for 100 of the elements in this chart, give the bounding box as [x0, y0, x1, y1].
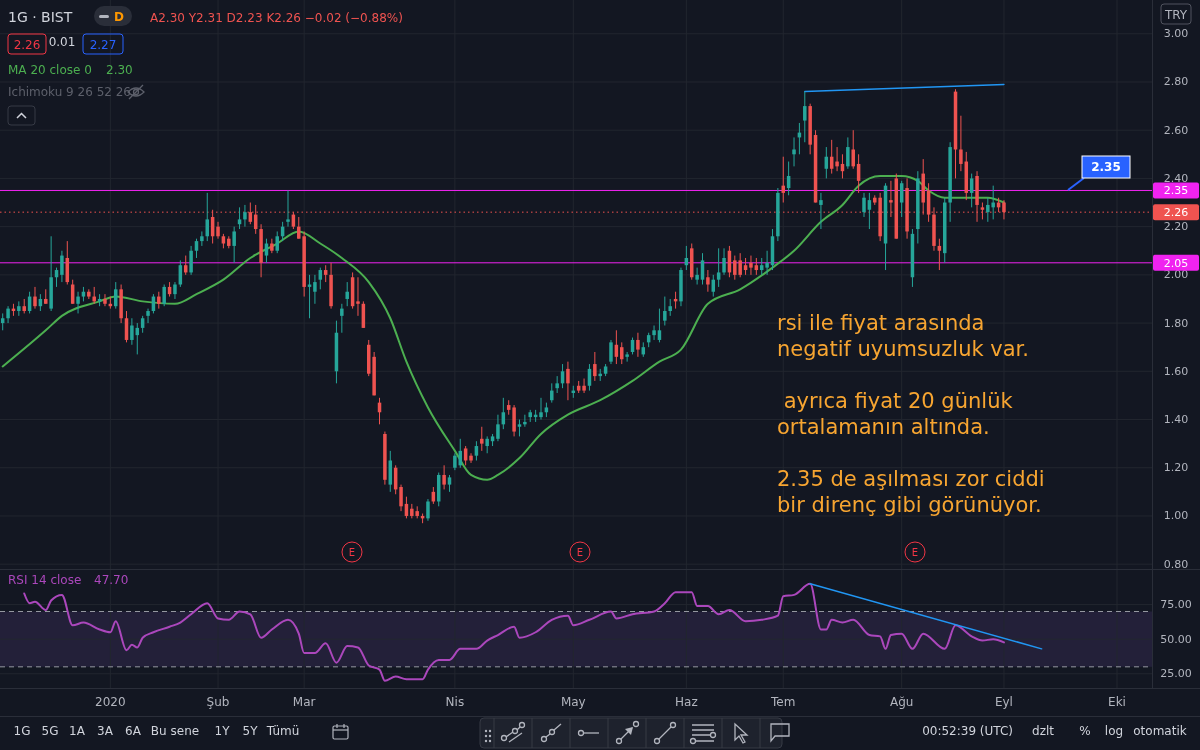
candlestick — [469, 452, 473, 464]
y-tick-label: 1.00 — [1163, 509, 1189, 523]
y-tick-label: 2.40 — [1163, 171, 1189, 185]
candlestick — [792, 136, 796, 167]
ref-line-label: 2.26 — [1163, 206, 1189, 220]
candlestick — [162, 284, 166, 307]
candlestick — [749, 255, 753, 276]
candlestick — [178, 259, 183, 288]
candlestick — [620, 341, 624, 365]
annotation: 2.27 — [89, 38, 117, 52]
candlestick — [76, 291, 80, 314]
text: 1G · BIST — [8, 9, 73, 25]
candlestick — [862, 192, 866, 218]
candlestick — [442, 464, 446, 490]
y-tick-label: 2.00 — [1163, 268, 1189, 282]
y-tick-label: 2.60 — [1163, 123, 1189, 137]
annotation: 2.35 de aşılması zor ciddi bir direnç gibi görünüyor. — [777, 467, 1045, 517]
candlestick — [270, 238, 274, 254]
candlestick — [6, 305, 10, 324]
x-tick-label: Haz — [675, 695, 698, 709]
x-tick-label: Mar — [292, 695, 316, 709]
candlestick — [356, 276, 360, 317]
candlestick — [216, 221, 220, 240]
candlestick — [243, 204, 247, 228]
y-tick-label: 2.80 — [1163, 75, 1189, 89]
candlestick — [593, 351, 597, 382]
candlestick — [625, 351, 629, 363]
x-tick-label: 2020 — [95, 695, 126, 709]
y-tick-label: 2.20 — [1163, 220, 1189, 234]
ref-line-label: 2.35 — [1163, 184, 1189, 198]
candlestick — [496, 414, 500, 442]
candlestick — [803, 91, 807, 143]
candlestick — [523, 414, 527, 428]
candlestick — [1002, 199, 1006, 220]
text: 5G — [41, 724, 59, 738]
candlestick — [340, 303, 344, 334]
candlestick — [275, 230, 279, 254]
y-tick-label: 1.40 — [1163, 413, 1189, 427]
annotation: 0.01 — [48, 35, 76, 49]
candlestick — [130, 317, 134, 346]
y-tick-label: 1.20 — [1163, 461, 1189, 475]
candlestick — [399, 484, 403, 512]
candlestick — [846, 136, 850, 170]
y-tick-label: 25.00 — [1160, 667, 1192, 681]
candlestick — [609, 339, 613, 365]
text: 1Y — [214, 724, 231, 738]
text: TRY — [1163, 8, 1188, 22]
candlestick — [851, 129, 855, 170]
x-tick-label: Tem — [770, 695, 796, 709]
x-tick-label: Eki — [1108, 695, 1126, 709]
candlestick — [200, 230, 204, 247]
y-tick-label: 50.00 — [1160, 632, 1192, 646]
x-tick-label: Şub — [206, 695, 230, 709]
y-tick-label: 1.60 — [1163, 364, 1189, 378]
text: dzlt — [1032, 724, 1055, 738]
candlestick — [716, 247, 721, 288]
series-label: RSI 14 close — [8, 573, 82, 587]
candlestick — [835, 146, 839, 172]
candlestick — [695, 267, 699, 285]
candlestick — [60, 250, 64, 283]
text: 6A — [125, 724, 142, 738]
annotation: E — [348, 547, 356, 558]
candlestick — [819, 192, 823, 230]
text: Bu sene — [150, 724, 200, 738]
candlestick — [899, 180, 904, 218]
candlestick — [33, 286, 37, 310]
text: Tümü — [265, 724, 300, 738]
ref-line-label: 2.05 — [1163, 256, 1189, 270]
text: log — [1104, 724, 1124, 738]
text: MA 20 close 0 — [8, 63, 92, 77]
candlestick — [550, 382, 554, 404]
candlestick — [189, 245, 193, 276]
candlestick — [722, 247, 726, 276]
text: % — [1079, 724, 1091, 738]
candlestick — [480, 426, 484, 452]
candlestick — [539, 397, 543, 421]
y-tick-label: 1.80 — [1163, 316, 1189, 330]
annotation: rsi ile fiyat arasında negatif uyumsuzluk var. — [777, 311, 1029, 361]
annotation: 2.26 — [13, 38, 41, 52]
candlestick — [636, 332, 640, 358]
candlestick — [232, 226, 236, 264]
candlestick — [345, 281, 349, 307]
annotation: Ichimoku 9 26 52 26 — [8, 85, 131, 99]
candlestick — [652, 324, 656, 341]
text: A2.30 Y2.31 D2.23 K2.26 −0.02 (−0.88%) — [150, 11, 403, 25]
text: 5Y — [242, 724, 259, 738]
candlestick — [463, 445, 468, 466]
text: otomatik — [1133, 724, 1187, 738]
x-tick-label: Eyl — [994, 695, 1013, 709]
x-tick-label: May — [560, 695, 586, 709]
candlestick — [173, 281, 177, 300]
candlestick — [426, 498, 430, 522]
annotation: E — [911, 547, 919, 558]
line-series — [23, 582, 1005, 682]
annotation: ayrıca fiyat 20 günlük ortalamanın altında. — [777, 389, 1014, 439]
y-tick-label: 0.80 — [1163, 557, 1189, 571]
annotation: 47.70 — [94, 573, 129, 587]
text: 00:52:39 (UTC) — [922, 724, 1013, 738]
candlestick — [706, 269, 710, 293]
x-tick-label: Ağu — [889, 695, 914, 709]
